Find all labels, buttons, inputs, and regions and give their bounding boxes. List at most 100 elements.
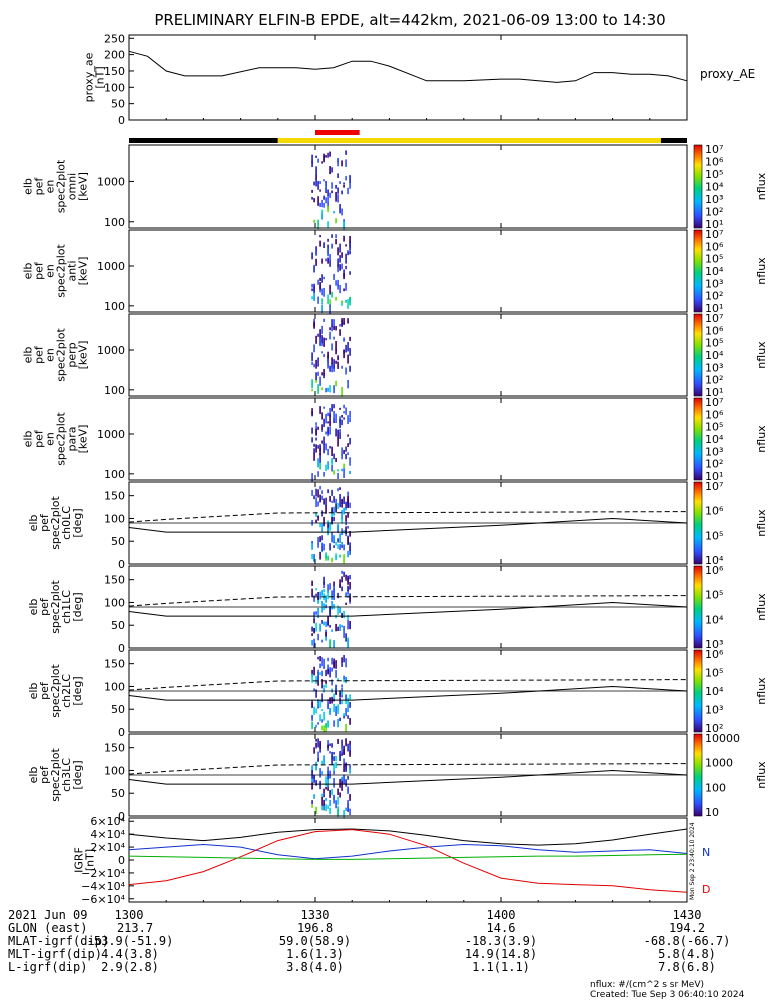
heatmap-cell — [315, 742, 317, 748]
heatmap-cell — [343, 496, 345, 505]
heatmap-cell — [335, 503, 337, 513]
heatmap-cell — [341, 542, 343, 546]
heatmap-cell — [317, 656, 319, 660]
ephemeris-value: 5.8(4.8) — [658, 947, 716, 961]
heatmap-cell — [339, 690, 341, 695]
y-tick-label: 0 — [118, 558, 125, 571]
colorbar-label-text: nflux — [755, 425, 768, 453]
heatmap-cell — [327, 699, 329, 709]
heatmap-cell — [345, 633, 347, 642]
heatmap-cell — [347, 704, 349, 713]
heatmap-cell — [343, 544, 345, 551]
heatmap-cell — [345, 708, 347, 717]
heatmap-cell — [327, 412, 329, 417]
y-axis-label-line: elb — [22, 178, 35, 195]
heatmap-cell — [323, 793, 325, 796]
heatmap-cell — [333, 588, 335, 598]
heatmap-cell — [321, 490, 323, 495]
heatmap-cell — [337, 806, 339, 816]
heatmap-cell — [319, 277, 321, 281]
colorbar — [693, 481, 703, 565]
igrf-series-line — [128, 828, 688, 846]
heatmap-cell — [345, 150, 347, 155]
heatmap-cell — [333, 359, 335, 369]
heatmap-cell — [343, 554, 345, 564]
heatmap-cell — [315, 428, 317, 436]
heatmap-cell — [327, 247, 329, 257]
heatmap-cell — [325, 338, 327, 341]
heatmap-cell — [323, 543, 325, 551]
heatmap-cell — [345, 515, 347, 522]
y-tick-label: 50 — [111, 703, 125, 716]
heatmap-cell — [329, 669, 331, 678]
heatmap-cell — [321, 209, 323, 219]
heatmap-cell — [321, 335, 323, 344]
heatmap-cell — [337, 738, 339, 744]
heatmap-cell — [337, 258, 339, 268]
heatmap-cell — [337, 538, 339, 543]
heatmap-cell — [319, 453, 321, 464]
colorbar-label: nflux — [755, 593, 768, 621]
y-axis-label-line: pef — [33, 429, 46, 448]
panel-frame — [128, 229, 688, 313]
heatmap-cell — [339, 792, 341, 798]
colorbar-label-text: nflux — [755, 677, 768, 705]
heatmap-cell — [313, 264, 315, 273]
heatmap-cell — [341, 468, 343, 472]
heatmap-cell — [321, 288, 323, 296]
heatmap-cell — [323, 788, 325, 798]
colorbar-tick-label: 10 — [705, 806, 719, 819]
heatmap-cell — [343, 611, 345, 619]
ephemeris-label: L-igrf(dip) — [8, 960, 87, 974]
heatmap-cell — [339, 243, 341, 253]
heatmap-cell — [311, 804, 313, 808]
heatmap-cell — [327, 238, 329, 242]
heatmap-cell — [337, 279, 339, 290]
heatmap-cell — [319, 240, 321, 247]
heatmap-cell — [323, 368, 325, 376]
colorbar-tick-label: 10⁶ — [705, 648, 724, 661]
heatmap-cell — [343, 417, 345, 420]
heatmap-cell — [325, 464, 327, 472]
y-tick-label: 1000 — [97, 260, 125, 273]
heatmap-cell — [327, 657, 329, 662]
heatmap-cell — [325, 258, 327, 262]
heatmap-cell — [329, 331, 331, 340]
y-axis-label-line: IGRF — [73, 847, 86, 873]
heatmap-cell — [315, 251, 317, 256]
heatmap-cell — [323, 658, 325, 669]
heatmap-cell — [335, 706, 337, 717]
heatmap-cell — [333, 336, 335, 340]
y-tick-label: −6×10⁴ — [81, 893, 125, 906]
heatmap-cell — [333, 763, 335, 772]
y-axis-label-line: [deg] — [71, 676, 84, 705]
y-axis-label-line: elb — [22, 347, 35, 364]
heatmap-cell — [313, 627, 315, 634]
y-tick-label: 0 — [118, 810, 125, 823]
heatmap-cell — [315, 622, 317, 632]
heatmap-cell — [339, 692, 341, 698]
heatmap-cell — [323, 725, 325, 732]
heatmap-cell — [337, 718, 339, 728]
heatmap-cell — [323, 588, 325, 593]
heatmap-cell — [331, 517, 333, 525]
y-tick-label: 0 — [118, 114, 125, 127]
y-axis-label-line: spec2plot — [49, 496, 62, 550]
heatmap-cell — [323, 406, 325, 409]
colorbar-tick-label: 10⁵ — [705, 421, 723, 434]
heatmap-cell — [345, 407, 347, 415]
heatmap-cell — [313, 554, 315, 562]
heatmap-cell — [317, 181, 319, 190]
heatmap-cell — [349, 347, 351, 356]
heatmap-cell — [317, 333, 319, 337]
heatmap-cell — [331, 182, 333, 189]
heatmap-cell — [321, 429, 323, 432]
y-axis-label-line: pef — [38, 513, 51, 532]
y-axis-label-line: omni — [66, 173, 79, 200]
heatmap-cell — [349, 542, 351, 552]
heatmap-cell — [337, 361, 339, 369]
heatmap-cell — [321, 274, 323, 283]
heatmap-cell — [341, 739, 343, 749]
